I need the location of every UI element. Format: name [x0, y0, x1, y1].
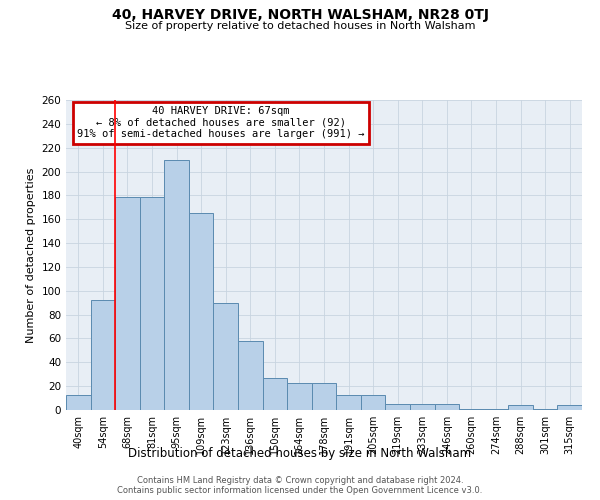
Text: Distribution of detached houses by size in North Walsham: Distribution of detached houses by size … [128, 448, 472, 460]
Bar [336, 394, 361, 410]
Bar [140, 196, 164, 410]
Bar [557, 405, 582, 410]
Bar [385, 404, 410, 410]
Bar [214, 302, 238, 410]
Bar [312, 382, 336, 410]
Bar [263, 378, 287, 410]
Bar [361, 394, 385, 410]
Text: 40, HARVEY DRIVE, NORTH WALSHAM, NR28 0TJ: 40, HARVEY DRIVE, NORTH WALSHAM, NR28 0T… [112, 8, 488, 22]
Text: 40 HARVEY DRIVE: 67sqm
← 8% of detached houses are smaller (92)
91% of semi-deta: 40 HARVEY DRIVE: 67sqm ← 8% of detached … [77, 106, 365, 140]
Text: Contains public sector information licensed under the Open Government Licence v3: Contains public sector information licen… [118, 486, 482, 495]
Y-axis label: Number of detached properties: Number of detached properties [26, 168, 36, 342]
Bar [410, 404, 434, 410]
Text: Size of property relative to detached houses in North Walsham: Size of property relative to detached ho… [125, 21, 475, 31]
Bar [287, 382, 312, 410]
Bar [115, 196, 140, 410]
Bar [508, 405, 533, 410]
Bar [91, 300, 115, 410]
Bar [459, 409, 484, 410]
Bar [66, 394, 91, 410]
Bar [484, 409, 508, 410]
Bar [164, 160, 189, 410]
Bar [238, 341, 263, 410]
Bar [533, 409, 557, 410]
Bar [189, 214, 214, 410]
Bar [434, 404, 459, 410]
Text: Contains HM Land Registry data © Crown copyright and database right 2024.: Contains HM Land Registry data © Crown c… [137, 476, 463, 485]
